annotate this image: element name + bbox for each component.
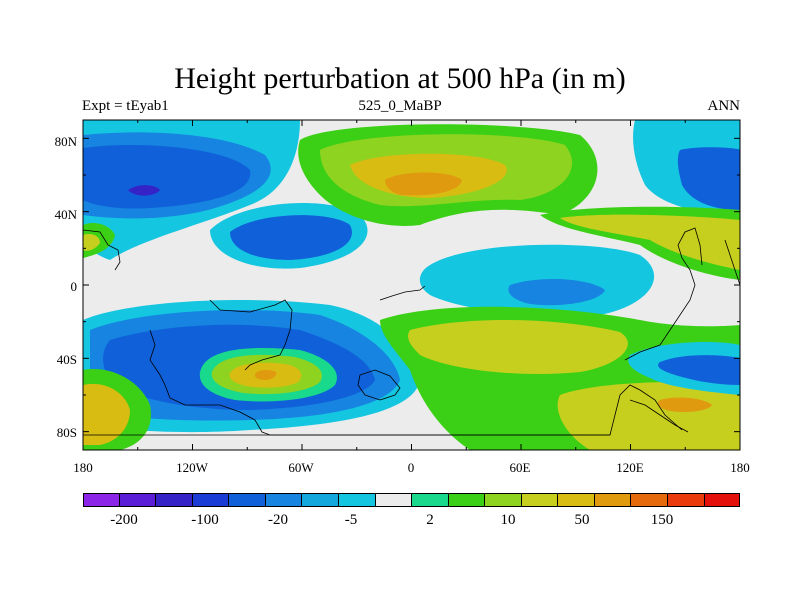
coastline-east bbox=[624, 227, 703, 361]
colorbar-swatch bbox=[118, 493, 156, 507]
colorbar-swatch bbox=[520, 493, 558, 507]
experiment-label: Expt = tEyab1 bbox=[82, 98, 169, 114]
lon-label-60w: 60W bbox=[288, 460, 314, 475]
coastline-west bbox=[83, 229, 121, 271]
axis-ticks bbox=[82, 120, 741, 450]
colorbar-label-minus-5: -5 bbox=[344, 512, 358, 528]
contour-orange-north bbox=[385, 172, 462, 196]
lat-label-0: 0 bbox=[70, 279, 78, 294]
lat-label-80n: 80N bbox=[54, 134, 77, 149]
lon-label-0: 0 bbox=[407, 460, 415, 475]
colorbar-swatch bbox=[484, 493, 521, 507]
colorbar-label-minus-20: -20 bbox=[268, 512, 288, 528]
colorbar-label-2: 2 bbox=[426, 512, 434, 528]
colorbar-label-minus-100: -100 bbox=[191, 512, 219, 528]
colorbar-label-10: 10 bbox=[500, 512, 516, 528]
lat-label-80s: 80S bbox=[56, 425, 77, 440]
plot-title: Height perturbation at 500 hPa (in m) bbox=[174, 62, 626, 95]
coastline-far-east bbox=[724, 239, 740, 286]
colorbar-swatch bbox=[630, 493, 667, 507]
contour-orange-se bbox=[658, 397, 712, 413]
colorbar-swatch bbox=[557, 493, 594, 507]
period-label: 525_0_MaBP bbox=[358, 98, 442, 114]
contour-yellow-se bbox=[408, 320, 628, 375]
colorbar-swatch bbox=[447, 493, 485, 507]
colorbar-swatch bbox=[337, 493, 375, 507]
colorbar-swatch bbox=[667, 493, 704, 507]
colorbar bbox=[83, 493, 741, 507]
contour-blue-ne-2 bbox=[677, 147, 740, 210]
contour-blue-se-2 bbox=[658, 355, 740, 385]
colorbar-swatch bbox=[374, 493, 412, 507]
coastline-antarctica bbox=[149, 329, 683, 436]
colorbar-swatch bbox=[593, 493, 631, 507]
colorbar-swatch bbox=[703, 493, 741, 507]
coastline-southeast bbox=[629, 399, 689, 433]
contour-yellow-se-2 bbox=[557, 382, 740, 450]
contour-blue-nw-3 bbox=[83, 144, 251, 209]
contour-low-center-nw bbox=[128, 185, 160, 196]
lon-label-120w: 120W bbox=[176, 460, 208, 475]
colorbar-swatch bbox=[411, 493, 448, 507]
contour-yellow-west bbox=[83, 233, 100, 251]
contour-orange-south-high bbox=[254, 369, 277, 380]
lon-label-120e: 120E bbox=[616, 460, 644, 475]
colorbar-swatch bbox=[191, 493, 229, 507]
coastline-equatorial bbox=[379, 285, 426, 301]
lat-label-40n: 40N bbox=[54, 207, 77, 222]
contour-field bbox=[83, 120, 740, 450]
season-label: ANN bbox=[707, 98, 741, 114]
lat-label-40s: 40S bbox=[56, 352, 77, 367]
colorbar-swatch bbox=[83, 493, 119, 507]
coastline-south-america bbox=[209, 299, 293, 371]
lon-label-180w: 180 bbox=[73, 460, 93, 475]
contour-blue-center-2 bbox=[230, 215, 352, 260]
colorbar-swatch bbox=[264, 493, 302, 507]
coastlines bbox=[83, 227, 740, 436]
colorbar-swatch bbox=[301, 493, 338, 507]
colorbar-swatch bbox=[155, 493, 192, 507]
colorbar-label-minus-200: -200 bbox=[110, 512, 138, 528]
colorbar-label-150: 150 bbox=[650, 512, 674, 528]
lon-label-60e: 60E bbox=[509, 460, 531, 475]
colorbar-swatch bbox=[228, 493, 265, 507]
contour-yellow-sw bbox=[83, 383, 130, 445]
colorbar-label-50: 50 bbox=[574, 512, 590, 528]
coastline-south-island bbox=[357, 369, 401, 401]
lon-label-180e: 180 bbox=[730, 460, 750, 475]
contour-blue-tropics bbox=[508, 278, 605, 306]
